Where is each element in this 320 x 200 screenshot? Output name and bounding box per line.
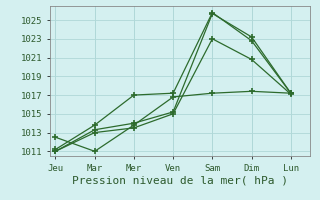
X-axis label: Pression niveau de la mer( hPa ): Pression niveau de la mer( hPa ) xyxy=(72,175,288,185)
